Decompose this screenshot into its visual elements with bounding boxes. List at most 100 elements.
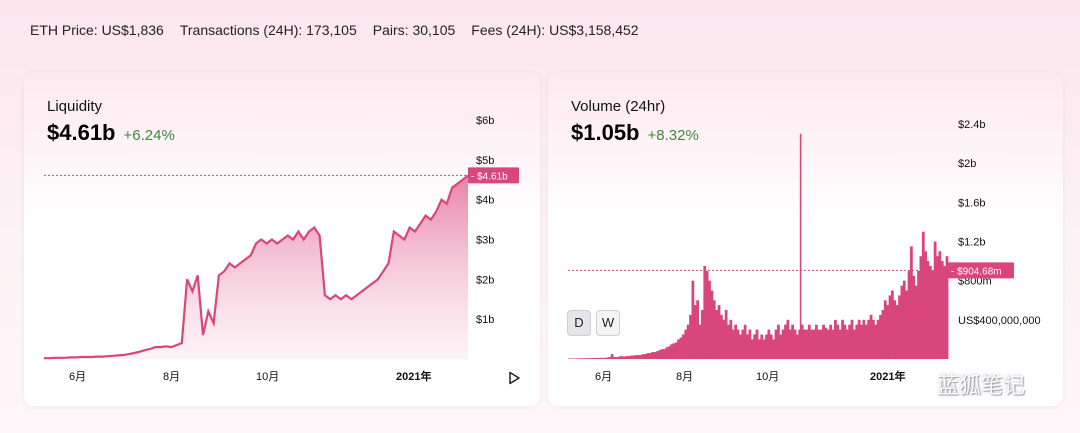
volume-bar	[919, 256, 923, 359]
volume-bar	[712, 300, 716, 360]
volume-bar	[655, 351, 659, 359]
volume-bar	[693, 305, 697, 359]
volume-y-tick: US$400,000,000	[958, 315, 1041, 327]
volume-bar	[670, 344, 673, 359]
volume-bar	[862, 319, 866, 359]
liquidity-x-tick: 10月	[256, 371, 279, 383]
volume-bar	[727, 324, 730, 359]
volume-bar	[874, 324, 878, 359]
liquidity-y-tick: $5b	[476, 155, 494, 167]
daily-toggle-button[interactable]: D	[567, 310, 591, 336]
volume-bar	[691, 280, 695, 359]
liquidity-x-tick: 2021年	[396, 369, 431, 383]
transactions-stat: Transactions (24H): 173,105	[179, 22, 357, 38]
volume-bar	[895, 305, 899, 359]
volume-bar	[781, 329, 785, 359]
volume-bar	[807, 324, 811, 359]
liquidity-chart[interactable]: $6b $5b $4b $3b $2b $1b 6月 8月 10月 2021年 - $4.61b	[24, 72, 540, 406]
liquidity-y-tick: $6b	[476, 115, 494, 127]
volume-bar	[658, 350, 662, 359]
volume-bar	[577, 358, 581, 359]
liquidity-title: Liquidity	[47, 98, 103, 115]
volume-bar	[793, 329, 797, 359]
volume-bar	[722, 319, 726, 359]
volume-bar	[743, 324, 747, 359]
volume-amount: $1.05b	[571, 120, 640, 145]
volume-bar	[646, 353, 650, 359]
watermark: 蓝狐笔记	[905, 368, 1025, 400]
volume-bar	[625, 356, 628, 359]
volume-bar	[938, 251, 942, 359]
volume-bar	[710, 290, 714, 359]
liquidity-line	[44, 174, 469, 360]
volume-bar	[879, 314, 882, 359]
volume-bar	[760, 334, 764, 359]
volume-bar	[644, 354, 647, 359]
volume-bar	[867, 319, 871, 359]
volume-bar	[796, 334, 799, 359]
volume-bar	[663, 349, 666, 359]
volume-bar	[598, 357, 602, 359]
volume-bar	[819, 329, 823, 359]
volume-bar	[620, 356, 624, 359]
volume-bar	[786, 319, 790, 359]
volume-bar	[824, 327, 828, 359]
volume-title: Volume (24hr)	[571, 98, 666, 115]
volume-bar	[855, 324, 859, 359]
liquidity-x-tick: 8月	[163, 371, 180, 383]
volume-bar	[945, 256, 949, 359]
volume-bar	[769, 334, 773, 359]
volume-bar	[579, 358, 583, 359]
volume-bar	[591, 358, 595, 359]
volume-bar	[872, 319, 875, 359]
weekly-toggle-button[interactable]: W	[596, 310, 620, 336]
volume-bar	[888, 295, 892, 359]
liquidity-y-tick: $3b	[476, 235, 494, 247]
volume-chart[interactable]: $2.4b $2b $1.6b $1.2b $800m US$400,000,000 6月…	[548, 72, 1063, 406]
volume-bar	[715, 310, 719, 359]
volume-bar	[772, 339, 776, 359]
volume-tag-text: - $904.68m	[951, 266, 1002, 277]
volume-bar	[589, 358, 593, 359]
volume-bar	[603, 357, 607, 359]
volume-bar	[570, 358, 574, 359]
volume-bar	[746, 334, 749, 359]
volume-bar	[767, 329, 771, 359]
volume-bar	[933, 241, 937, 359]
volume-bar	[660, 349, 664, 359]
volume-bar	[594, 358, 597, 359]
volume-bar	[596, 358, 600, 359]
volume-bar	[636, 355, 640, 359]
volume-bar	[686, 324, 690, 359]
volume-spike-bar	[799, 133, 802, 359]
volume-bar	[774, 329, 778, 359]
volume-bar	[634, 355, 638, 359]
volume-bar	[779, 334, 783, 359]
volume-bar	[601, 357, 605, 359]
volume-bar	[568, 358, 571, 359]
volume-bar	[881, 310, 885, 359]
volume-bar	[606, 357, 609, 359]
volume-bar	[845, 329, 849, 359]
volume-bar	[762, 339, 766, 359]
liquidity-card: Liquidity $4.61b +6.24% $6b $5b $4b $3b $2b $1…	[24, 72, 540, 406]
liquidity-value: $4.61b +6.24%	[47, 120, 175, 146]
volume-bar	[931, 270, 935, 359]
volume-bar	[582, 358, 586, 359]
volume-bar	[898, 295, 901, 359]
volume-bar	[834, 319, 837, 359]
volume-bar	[679, 337, 683, 359]
volume-bar	[822, 324, 825, 359]
volume-bar	[921, 231, 925, 359]
volume-bar	[739, 334, 742, 359]
volume-bar	[857, 319, 861, 359]
volume-bar	[838, 329, 842, 359]
volume-bar	[864, 324, 868, 359]
volume-bar	[810, 329, 814, 359]
volume-bar	[641, 354, 645, 359]
volume-bar	[791, 324, 795, 359]
volume-x-tick: 6月	[595, 371, 612, 383]
play-icon[interactable]	[507, 371, 521, 385]
volume-bar	[826, 329, 830, 359]
